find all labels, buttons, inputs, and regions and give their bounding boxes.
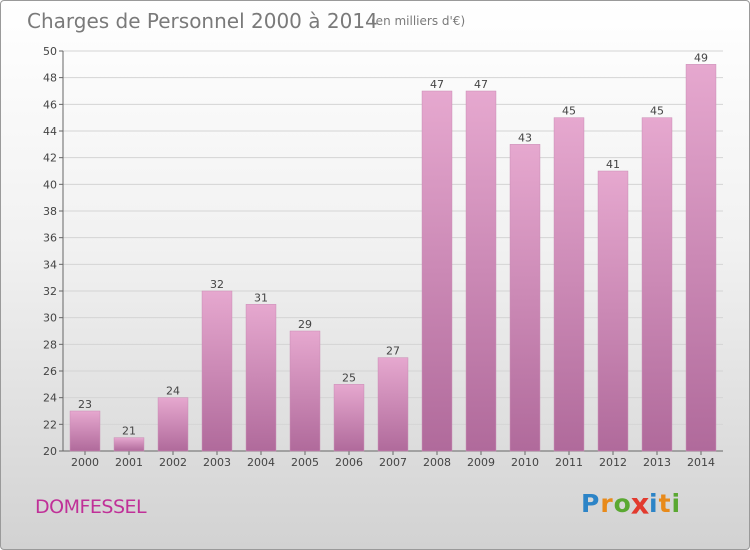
x-tick-label-2006: 2006 (335, 456, 363, 469)
x-tick-label-2010: 2010 (511, 456, 539, 469)
x-tick-label-2001: 2001 (115, 456, 143, 469)
y-tick-label: 46 (43, 98, 57, 111)
y-tick-label: 50 (43, 45, 57, 58)
y-tick-label: 34 (43, 258, 57, 271)
y-tick-label: 24 (43, 392, 57, 405)
x-tick-label-2011: 2011 (555, 456, 583, 469)
x-tick-label-2003: 2003 (203, 456, 231, 469)
value-label-2007: 27 (386, 345, 400, 358)
bar-2014 (685, 64, 717, 452)
value-label-2009: 47 (474, 78, 488, 91)
x-tick-label-2000: 2000 (71, 456, 99, 469)
x-tick-label-2004: 2004 (247, 456, 275, 469)
y-tick-label: 48 (43, 72, 57, 85)
bar-2004 (245, 304, 277, 452)
x-tick-label-2002: 2002 (159, 456, 187, 469)
value-label-2008: 47 (430, 78, 444, 91)
logo-letter: t (658, 489, 672, 518)
value-label-2006: 25 (342, 371, 356, 384)
y-tick-label: 36 (43, 232, 57, 245)
value-label-2003: 32 (210, 278, 224, 291)
logo-letter: P (581, 489, 601, 518)
bar-2012 (597, 170, 629, 452)
value-label-2001: 21 (122, 425, 136, 438)
proxiti-logo[interactable]: Proxiti (581, 486, 682, 521)
commune-name: DOMFESSEL (35, 496, 147, 518)
value-label-2012: 41 (606, 158, 620, 171)
x-tick-label-2013: 2013 (643, 456, 671, 469)
x-tick-label-2014: 2014 (687, 456, 715, 469)
value-label-2010: 43 (518, 131, 532, 144)
bar-2001 (113, 437, 145, 452)
bar-2007 (377, 357, 409, 452)
value-label-2000: 23 (78, 398, 92, 411)
value-label-2014: 49 (694, 51, 708, 64)
logo-letter: i (671, 489, 682, 518)
chart-unit-note: (en milliers d'€) (371, 14, 465, 28)
y-tick-label: 44 (43, 125, 57, 138)
value-label-2004: 31 (254, 291, 268, 304)
bar-2011 (553, 117, 585, 452)
y-tick-label: 42 (43, 152, 57, 165)
value-label-2013: 45 (650, 105, 664, 118)
logo-letter: x (630, 486, 651, 521)
bar-2006 (333, 384, 365, 452)
value-label-2002: 24 (166, 385, 180, 398)
bar-2003 (201, 290, 233, 452)
logo-letter: i (649, 489, 659, 518)
y-tick-label: 38 (43, 205, 57, 218)
y-tick-label: 40 (43, 178, 57, 191)
bar-2002 (157, 397, 189, 452)
y-tick-label: 22 (43, 418, 57, 431)
y-tick-label: 30 (43, 312, 57, 325)
bar-2010 (509, 144, 541, 452)
y-tick-label: 26 (43, 365, 57, 378)
y-tick-label: 28 (43, 338, 57, 351)
x-tick-label-2007: 2007 (379, 456, 407, 469)
logo-letter: o (613, 489, 632, 518)
bar-2013 (641, 117, 673, 452)
bar-2005 (289, 330, 321, 452)
x-tick-label-2008: 2008 (423, 456, 451, 469)
bar-2008 (421, 90, 453, 452)
chart-title: Charges de Personnel 2000 à 2014 (27, 9, 378, 33)
x-tick-label-2005: 2005 (291, 456, 319, 469)
bar-2009 (465, 90, 497, 452)
logo-letter: r (600, 489, 614, 518)
y-tick-label: 32 (43, 285, 57, 298)
y-tick-label: 20 (43, 445, 57, 458)
x-tick-label-2009: 2009 (467, 456, 495, 469)
x-tick-label-2012: 2012 (599, 456, 627, 469)
bars: 23 21 24 32 31 29 25 27 47 47 43 45 41 45 49 (69, 51, 717, 452)
bar-2000 (69, 410, 101, 452)
value-label-2005: 29 (298, 318, 312, 331)
grid (63, 50, 723, 452)
value-label-2011: 45 (562, 105, 576, 118)
